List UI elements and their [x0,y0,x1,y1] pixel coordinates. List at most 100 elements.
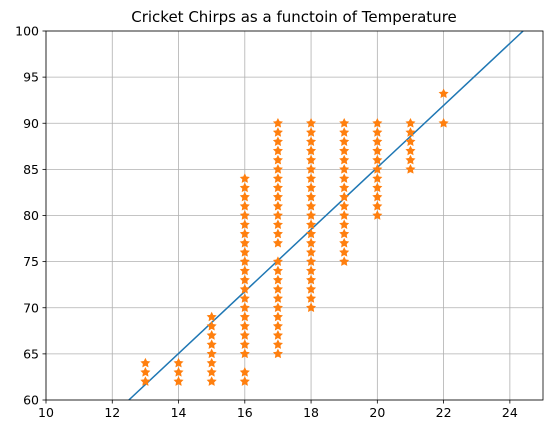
y-tick-label: 95 [23,70,39,85]
data-point-star [239,320,250,331]
data-point-star [306,228,317,239]
x-tick-label: 10 [38,405,54,420]
data-point-star [372,201,383,211]
data-point-star [272,127,283,137]
data-point-star [239,293,250,303]
data-point-star [239,201,250,211]
data-point-star [306,219,317,229]
x-tick-label: 22 [436,405,452,420]
data-point-star [339,136,350,146]
data-point-star [272,219,283,229]
data-point-star [372,182,383,193]
data-point-star [372,127,383,137]
data-point-star [206,376,217,386]
data-point-star [173,367,184,377]
data-point-star [306,182,317,193]
data-point-star [372,191,383,202]
data-point-star [339,182,350,193]
data-point-star [372,136,383,146]
y-tick-label: 70 [23,300,39,315]
data-point-star [272,302,283,313]
y-tick-label: 80 [23,208,39,223]
data-point-star [239,228,250,239]
data-point-star [405,145,416,156]
data-point-star [239,173,250,183]
data-point-star [339,127,350,137]
data-point-star [438,117,449,128]
data-point-star [405,154,416,165]
data-point-star [239,339,250,349]
data-point-star [272,311,283,322]
data-point-star [206,367,217,377]
data-point-star [339,228,350,239]
data-point-star [339,219,350,229]
data-point-star [272,284,283,294]
data-point-star [272,256,283,266]
data-point-star [206,339,217,349]
fit-line-layer [128,31,524,400]
data-point-star [239,311,250,322]
data-point-star [306,284,317,294]
data-point-star [239,191,250,202]
data-point-star [405,136,416,146]
data-point-star [339,210,350,220]
data-point-star [239,219,250,229]
data-point-star [372,164,383,174]
axis-ticks: 10 12 14 16 18 20 22 24 60 65 70 75 80 85 90 95 100 [15,24,518,421]
data-point-star [339,173,350,183]
data-point-star [140,357,151,368]
data-point-star [306,154,317,165]
data-point-star [306,164,317,174]
data-point-star [206,320,217,331]
data-point-star [306,127,317,137]
data-point-star [372,154,383,165]
data-point-star [272,173,283,183]
data-point-star [239,274,250,285]
data-point-star [272,164,283,174]
x-tick-label: 12 [104,405,120,420]
data-point-star [173,357,184,368]
data-point-star [405,164,416,174]
data-point-star [272,293,283,303]
y-tick-label: 100 [15,24,39,39]
data-point-star [306,117,317,128]
data-point-star [339,117,350,128]
data-point-star [272,274,283,285]
data-point-star [372,210,383,220]
data-point-star [206,357,217,368]
data-point-star [339,256,350,266]
data-point-star [239,367,250,377]
data-point-star [206,330,217,340]
data-point-star [306,265,317,276]
data-point-star [272,117,283,128]
data-point-star [405,127,416,137]
data-point-star [272,320,283,331]
data-point-star [239,376,250,386]
fit-line [128,31,524,400]
data-point-star [206,348,217,359]
x-tick-label: 14 [171,405,187,420]
data-point-star [339,164,350,174]
data-point-star [372,117,383,128]
data-point-star [239,330,250,340]
data-point-star [306,173,317,183]
x-tick-label: 20 [369,405,385,420]
data-point-star [372,173,383,183]
data-point-star [239,210,250,220]
data-point-star [372,145,383,156]
data-point-star [272,154,283,165]
data-point-star [272,228,283,239]
data-point-star [339,237,350,248]
data-point-star [339,247,350,257]
data-point-star [272,339,283,349]
data-point-star [173,376,184,386]
data-point-star [306,247,317,257]
scatter-points-layer [140,88,449,386]
y-tick-label: 90 [23,116,39,131]
data-point-star [140,376,151,386]
data-point-star [239,256,250,266]
data-point-star [239,265,250,276]
x-tick-label: 24 [502,405,518,420]
data-point-star [239,302,250,313]
